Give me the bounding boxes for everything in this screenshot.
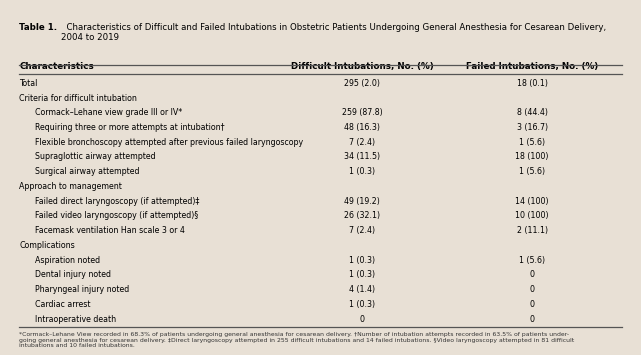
Text: 1 (0.3): 1 (0.3) <box>349 256 375 264</box>
Text: 18 (0.1): 18 (0.1) <box>517 79 547 88</box>
Text: 0: 0 <box>529 285 535 294</box>
Text: 14 (100): 14 (100) <box>515 197 549 206</box>
Text: 8 (44.4): 8 (44.4) <box>517 108 547 117</box>
Text: 0: 0 <box>360 315 365 323</box>
Text: Dental injury noted: Dental injury noted <box>35 271 112 279</box>
Text: 295 (2.0): 295 (2.0) <box>344 79 380 88</box>
Text: 1 (5.6): 1 (5.6) <box>519 138 545 147</box>
Text: Supraglottic airway attempted: Supraglottic airway attempted <box>35 153 156 162</box>
Text: 18 (100): 18 (100) <box>515 153 549 162</box>
Text: Cardiac arrest: Cardiac arrest <box>35 300 91 309</box>
Text: 49 (19.2): 49 (19.2) <box>344 197 380 206</box>
Text: Surgical airway attempted: Surgical airway attempted <box>35 167 140 176</box>
Text: 1 (5.6): 1 (5.6) <box>519 256 545 264</box>
Text: Difficult Intubations, No. (%): Difficult Intubations, No. (%) <box>291 62 433 71</box>
Text: 0: 0 <box>529 271 535 279</box>
Text: Flexible bronchoscopy attempted after previous failed laryngoscopy: Flexible bronchoscopy attempted after pr… <box>35 138 303 147</box>
Text: Failed Intubations, No. (%): Failed Intubations, No. (%) <box>466 62 598 71</box>
Text: Requiring three or more attempts at intubation†: Requiring three or more attempts at intu… <box>35 123 225 132</box>
Text: 10 (100): 10 (100) <box>515 211 549 220</box>
Text: 1 (0.3): 1 (0.3) <box>349 167 375 176</box>
Text: 4 (1.4): 4 (1.4) <box>349 285 375 294</box>
Text: Approach to management: Approach to management <box>19 182 122 191</box>
Text: Aspiration noted: Aspiration noted <box>35 256 101 264</box>
Text: 0: 0 <box>529 315 535 323</box>
Text: Failed direct laryngoscopy (if attempted)‡: Failed direct laryngoscopy (if attempted… <box>35 197 199 206</box>
Text: 259 (87.8): 259 (87.8) <box>342 108 383 117</box>
Text: 48 (16.3): 48 (16.3) <box>344 123 380 132</box>
Text: 7 (2.4): 7 (2.4) <box>349 138 375 147</box>
Text: Characteristics: Characteristics <box>19 62 94 71</box>
Text: Facemask ventilation Han scale 3 or 4: Facemask ventilation Han scale 3 or 4 <box>35 226 185 235</box>
Text: Cormack–Lehane view grade III or IV*: Cormack–Lehane view grade III or IV* <box>35 108 183 117</box>
Text: 1 (5.6): 1 (5.6) <box>519 167 545 176</box>
Text: Table 1.: Table 1. <box>19 23 57 32</box>
Text: Complications: Complications <box>19 241 75 250</box>
Text: Total: Total <box>19 79 38 88</box>
Text: Failed video laryngoscopy (if attempted)§: Failed video laryngoscopy (if attempted)… <box>35 211 199 220</box>
Text: 7 (2.4): 7 (2.4) <box>349 226 375 235</box>
Text: 34 (11.5): 34 (11.5) <box>344 153 380 162</box>
Text: *Cormack–Lehane View recorded in 68.3% of patients undergoing general anesthesia: *Cormack–Lehane View recorded in 68.3% o… <box>19 332 574 348</box>
Text: Characteristics of Difficult and Failed Intubations in Obstetric Patients Underg: Characteristics of Difficult and Failed … <box>61 23 606 43</box>
Text: 0: 0 <box>529 300 535 309</box>
Text: 1 (0.3): 1 (0.3) <box>349 271 375 279</box>
Text: 2 (11.1): 2 (11.1) <box>517 226 547 235</box>
Text: 26 (32.1): 26 (32.1) <box>344 211 380 220</box>
Text: 3 (16.7): 3 (16.7) <box>517 123 547 132</box>
Text: Intraoperative death: Intraoperative death <box>35 315 117 323</box>
Text: 1 (0.3): 1 (0.3) <box>349 300 375 309</box>
Text: Pharyngeal injury noted: Pharyngeal injury noted <box>35 285 129 294</box>
Text: Criteria for difficult intubation: Criteria for difficult intubation <box>19 93 137 103</box>
